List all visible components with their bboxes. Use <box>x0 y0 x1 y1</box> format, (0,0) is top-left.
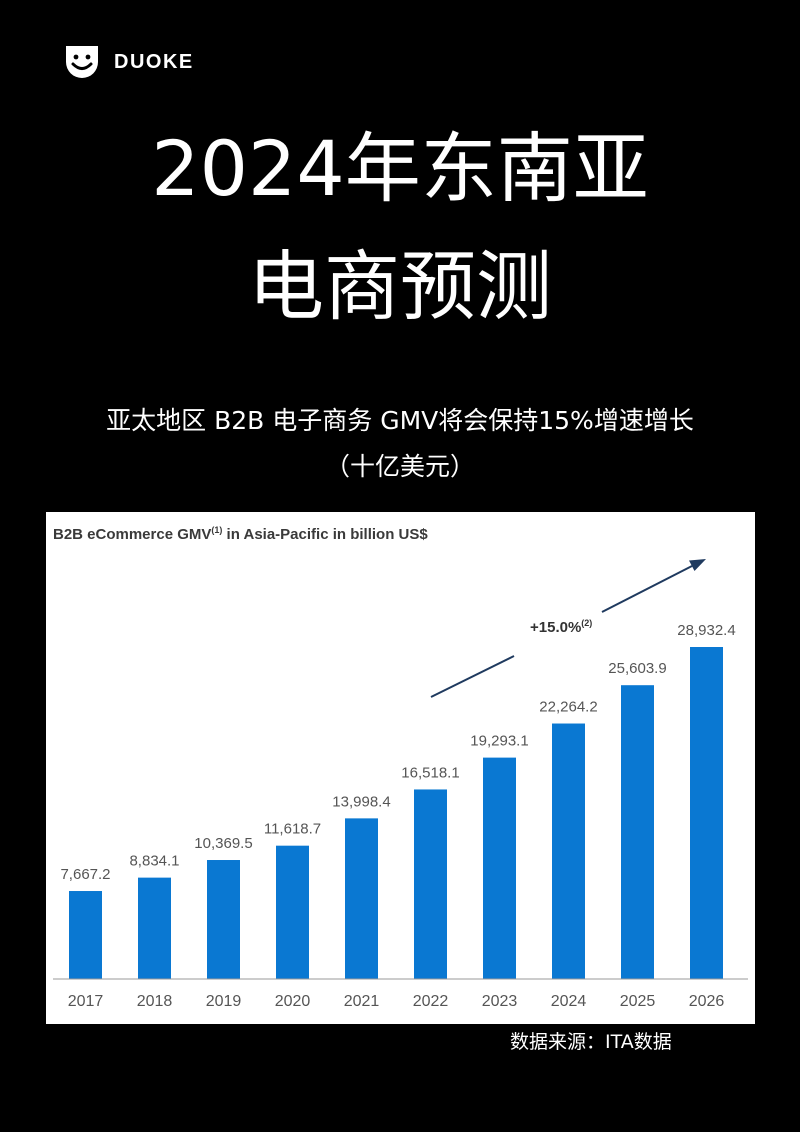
bar-2017 <box>69 891 102 979</box>
value-label-2026: 28,932.4 <box>677 622 735 639</box>
x-tick-label-2022: 2022 <box>413 993 449 1010</box>
brand-header: DUOKE <box>62 42 194 82</box>
value-label-2023: 19,293.1 <box>470 733 528 750</box>
x-tick-label-2021: 2021 <box>344 993 380 1010</box>
subtitle-line-2: （十亿美元） <box>324 452 475 481</box>
growth-arrow-line-lower <box>430 655 515 698</box>
chart-title-rest: in Asia-Pacific in billion US$ <box>222 526 428 543</box>
value-label-2025: 25,603.9 <box>608 660 666 677</box>
bar-2020 <box>276 845 309 979</box>
page-subtitle: 亚太地区 B2B 电子商务 GMV将会保持15%增速增长 （十亿美元） <box>0 398 800 490</box>
source-note: 数据来源：ITA数据 <box>510 1031 672 1053</box>
x-tick-label-2026: 2026 <box>689 993 725 1010</box>
bar-chart: B2B eCommerce GMV(1) in Asia-Pacific in … <box>53 525 748 1010</box>
subtitle-line-1: 亚太地区 B2B 电子商务 GMV将会保持15%增速增长 <box>106 406 694 435</box>
x-tick-label-2024: 2024 <box>551 993 587 1010</box>
smiley-face-icon <box>66 46 98 78</box>
title-line-2: 电商预测 <box>248 242 552 331</box>
growth-arrow-line-upper <box>601 565 693 613</box>
x-tick-label-2025: 2025 <box>620 993 656 1010</box>
x-tick-label-2023: 2023 <box>482 993 518 1010</box>
x-tick-label-2017: 2017 <box>68 993 104 1010</box>
bar-2019 <box>207 860 240 979</box>
page-title: 2024年东南亚 电商预测 <box>0 110 800 346</box>
x-tick-label-2019: 2019 <box>206 993 242 1010</box>
bar-2024 <box>552 723 585 979</box>
bar-2022 <box>414 789 447 979</box>
bar-2018 <box>138 877 171 979</box>
value-label-2021: 13,998.4 <box>332 793 390 810</box>
bar-2026 <box>690 647 723 979</box>
brand-name: DUOKE <box>114 50 194 73</box>
chart-title: B2B eCommerce GMV(1) in Asia-Pacific in … <box>53 525 428 543</box>
value-label-2022: 16,518.1 <box>401 764 459 781</box>
value-label-2024: 22,264.2 <box>539 699 597 716</box>
value-label-2018: 8,834.1 <box>129 853 179 870</box>
value-label-2019: 10,369.5 <box>194 835 252 852</box>
bar-2025 <box>621 685 654 979</box>
value-label-2020: 11,618.7 <box>264 821 321 838</box>
chart-title-sup: (1) <box>211 525 222 535</box>
title-line-1: 2024年东南亚 <box>151 124 649 213</box>
growth-annotation: +15.0%(2) <box>530 618 592 636</box>
growth-arrow-head <box>689 559 706 571</box>
bar-2023 <box>483 757 516 979</box>
x-tick-label-2018: 2018 <box>137 993 173 1010</box>
chart-card: B2B eCommerce GMV(1) in Asia-Pacific in … <box>46 512 755 1024</box>
bar-2021 <box>345 818 378 979</box>
x-tick-label-2020: 2020 <box>275 993 311 1010</box>
value-label-2017: 7,667.2 <box>60 866 110 883</box>
chart-title-main: B2B eCommerce GMV <box>53 526 211 543</box>
